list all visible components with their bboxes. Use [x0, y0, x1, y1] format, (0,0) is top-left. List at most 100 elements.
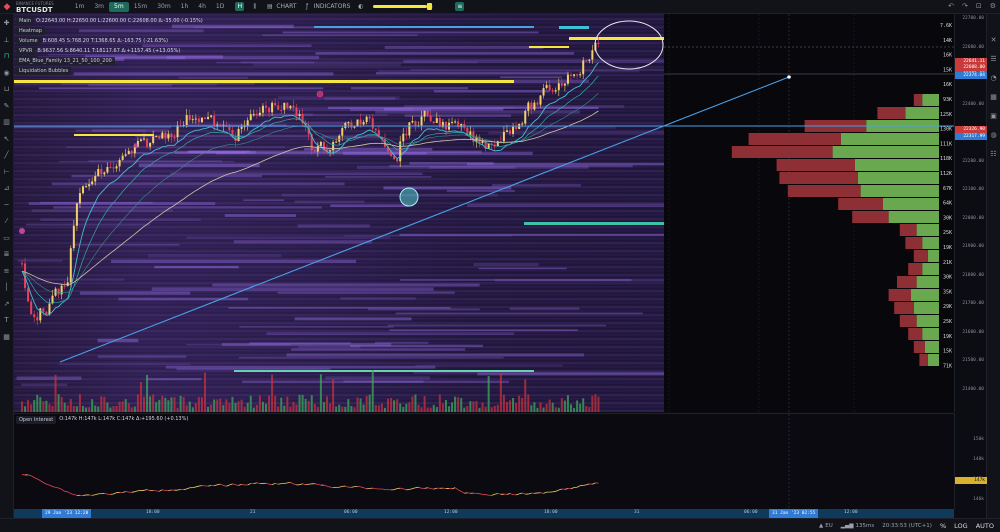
right-sidebar: ✕ ☰ ◔ ▦ ▣ ◍ ☷: [986, 14, 1000, 518]
open-interest-line: [192, 486, 196, 489]
liquidity-band: [240, 61, 478, 64]
vpvr-sell-bar: [776, 159, 855, 171]
candle-body: [551, 90, 554, 92]
open-interest-line: [305, 483, 309, 486]
candle-body: [78, 193, 81, 204]
heatmap-toggle-button[interactable]: H: [235, 2, 245, 11]
open-interest-pane[interactable]: Open Interest O:147k H:147k L:147k C:147…: [14, 413, 954, 510]
opacity-slider[interactable]: ◐: [356, 2, 434, 11]
candle-body: [396, 158, 399, 162]
volume-bar: [481, 402, 484, 412]
candle-body: [313, 150, 316, 152]
auto-toggle[interactable]: AUTO: [975, 521, 994, 530]
chat-icon[interactable]: ◍: [990, 131, 997, 139]
trendline-icon[interactable]: ╱: [4, 151, 9, 159]
symbol-selector[interactable]: BINANCE FUTURES BTCUSDT: [16, 0, 54, 14]
log-toggle[interactable]: LOG: [954, 521, 968, 530]
ema-tag[interactable]: EMA_Blue_Family 13_21_50_100_200: [16, 57, 115, 65]
pencil-icon[interactable]: ✎: [3, 101, 10, 110]
open-interest-line: [360, 486, 364, 489]
timeframe-15m[interactable]: 15m: [133, 2, 148, 10]
open-interest-tag[interactable]: Open Interest: [16, 416, 57, 424]
calendar-icon[interactable]: ▣: [990, 112, 997, 120]
candle-body: [289, 105, 292, 109]
volume-tag[interactable]: Volume: [16, 37, 41, 45]
text-icon[interactable]: T: [4, 316, 9, 324]
brush-icon[interactable]: ⁄: [5, 217, 8, 225]
eye-icon[interactable]: ◉: [3, 68, 10, 77]
candles-group: [21, 36, 600, 326]
price-axis-label: 21500.00: [962, 358, 984, 363]
exchange-label: BINANCE FUTURES: [16, 0, 54, 6]
ruler-icon[interactable]: ⊿: [3, 184, 10, 192]
watchlist-icon[interactable]: ☰: [990, 55, 997, 63]
arrow-icon[interactable]: ↗: [3, 299, 10, 308]
liquidity-band: [135, 135, 312, 138]
timeframe-3m[interactable]: 3m: [94, 2, 105, 10]
chart-menu-button[interactable]: ▤ CHART: [265, 2, 297, 11]
liquidation-tag[interactable]: Liquidation Bubbles: [16, 67, 72, 75]
snapshot-icon[interactable]: ⊡: [975, 2, 982, 10]
volume-bar: [457, 397, 460, 412]
vertical-line-icon[interactable]: │: [4, 283, 9, 291]
clock-display[interactable]: 20:33:53 (UTC+1): [882, 522, 932, 529]
heatmap-tag[interactable]: Heatmap: [16, 27, 45, 35]
magnet-icon[interactable]: ⊓: [3, 52, 10, 60]
liquidity-band: [84, 55, 223, 59]
app-logo-icon[interactable]: ◆: [3, 1, 11, 12]
cursor-icon[interactable]: ↖: [3, 134, 10, 143]
close-panel-icon[interactable]: ✕: [990, 36, 997, 44]
time-axis[interactable]: 29 Jan '23 12:20 31 Jan '23 02:55 18:00 2…: [14, 509, 954, 518]
crosshair-icon[interactable]: ✚: [3, 19, 10, 27]
channel-icon[interactable]: ≡: [3, 266, 10, 275]
undo-icon[interactable]: ↶: [948, 2, 954, 10]
liquidity-band: [282, 31, 539, 34]
alerts-icon[interactable]: ◔: [990, 74, 997, 82]
fib-icon[interactable]: ⊢: [3, 167, 10, 176]
fib-retracement-icon[interactable]: ≣: [3, 250, 10, 258]
liquidity-band: [429, 166, 516, 169]
measure-icon[interactable]: ⟂: [4, 35, 9, 44]
timeframe-1h[interactable]: 1h: [180, 2, 189, 10]
candle-style-button[interactable]: ⫼: [250, 2, 259, 11]
volume-bar: [563, 400, 566, 412]
percent-toggle[interactable]: %: [939, 521, 947, 530]
candle-body: [85, 186, 88, 188]
indicators-menu-button[interactable]: ƒ INDICATORS: [303, 2, 350, 11]
main-chart-canvas[interactable]: 7.6K 14K 16K 15K 16K 93K 125K 130K 111K 118K 112K 6…: [14, 14, 954, 412]
main-series-tag[interactable]: Main: [16, 17, 34, 25]
settings-gear-icon[interactable]: ⚙: [989, 2, 996, 10]
open-interest-line: [34, 477, 38, 480]
opacity-handle[interactable]: [427, 3, 433, 10]
candle-body: [249, 114, 252, 121]
candle-body: [527, 102, 530, 111]
timeframe-4h[interactable]: 4h: [198, 2, 206, 10]
screener-icon[interactable]: ▦: [990, 93, 997, 101]
timeframe-30m[interactable]: 30m: [157, 2, 171, 10]
vpvr-tag[interactable]: VPVR: [16, 47, 36, 55]
candle-body: [435, 118, 438, 123]
open-interest-line: [220, 483, 224, 486]
grid-icon[interactable]: ▦: [3, 332, 10, 341]
open-interest-line: [278, 483, 282, 485]
vpvr-sell-bar: [838, 198, 883, 210]
main-chart-pane[interactable]: 7.6K 14K 16K 15K 16K 93K 125K 130K 111K 118K 112K 6…: [14, 14, 954, 412]
trash-icon[interactable]: ▥: [3, 118, 10, 126]
layout-button[interactable]: ≡: [455, 2, 465, 11]
volume-bar: [313, 403, 316, 412]
liquidity-band: [193, 26, 387, 29]
horizontal-line-icon[interactable]: ─: [4, 200, 9, 209]
liquidity-band: [467, 203, 664, 208]
rectangle-icon[interactable]: ▭: [3, 233, 10, 242]
volume-bar: [451, 402, 454, 412]
timeframe-1m[interactable]: 1m: [74, 2, 85, 10]
dom-icon[interactable]: ☷: [990, 150, 997, 158]
lock-icon[interactable]: ⊔: [3, 85, 10, 93]
region-selector[interactable]: ▲ EU: [819, 523, 833, 529]
volume-bar: [301, 394, 304, 412]
price-axis[interactable]: 22700.0022600.0022500.0022400.0022300.00…: [954, 14, 987, 412]
redo-icon[interactable]: ↷: [961, 2, 968, 10]
timeframe-1d[interactable]: 1D: [215, 2, 225, 10]
timeframe-5m[interactable]: 5m: [109, 1, 129, 12]
candle-body: [521, 123, 524, 125]
